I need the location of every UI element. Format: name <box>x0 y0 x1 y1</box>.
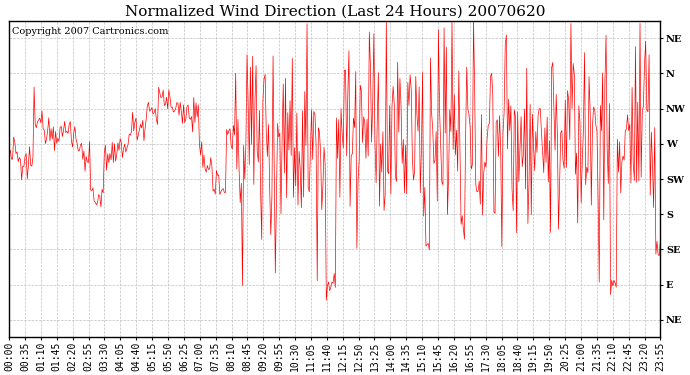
Title: Normalized Wind Direction (Last 24 Hours) 20070620: Normalized Wind Direction (Last 24 Hours… <box>124 4 545 18</box>
Text: Copyright 2007 Cartronics.com: Copyright 2007 Cartronics.com <box>12 27 169 36</box>
